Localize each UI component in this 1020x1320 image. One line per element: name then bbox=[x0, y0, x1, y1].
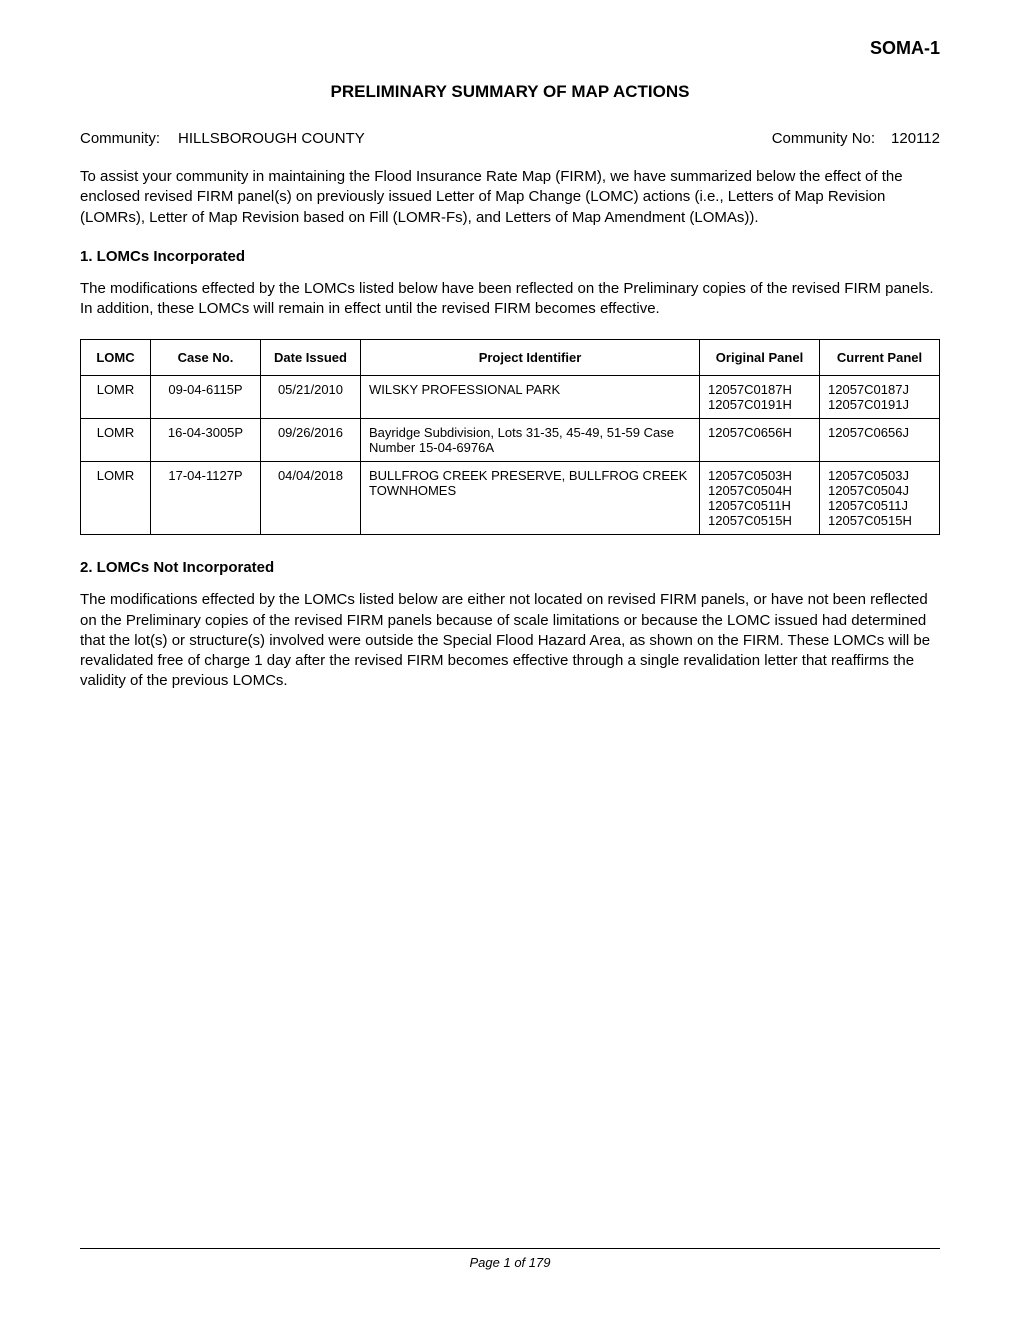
community-no-value: 120112 bbox=[891, 130, 940, 147]
panel-value: 12057C0191H bbox=[708, 397, 811, 412]
panel-value: 12057C0656H bbox=[708, 425, 811, 440]
th-date: Date Issued bbox=[261, 340, 361, 376]
cell-proj: Bayridge Subdivision, Lots 31-35, 45-49,… bbox=[361, 419, 700, 462]
panel-value: 12057C0504H bbox=[708, 483, 811, 498]
panel-value: 12057C0503H bbox=[708, 468, 811, 483]
page-footer: Page 1 of 179 bbox=[80, 1248, 940, 1270]
table-row: LOMR 09-04-6115P 05/21/2010 WILSKY PROFE… bbox=[81, 376, 940, 419]
th-case: Case No. bbox=[151, 340, 261, 376]
page-title: PRELIMINARY SUMMARY OF MAP ACTIONS bbox=[80, 82, 940, 102]
section1-paragraph: The modifications effected by the LOMCs … bbox=[80, 279, 940, 320]
section2-heading: 2. LOMCs Not Incorporated bbox=[80, 559, 940, 576]
community-row: Community: HILLSBOROUGH COUNTY Community… bbox=[80, 130, 940, 147]
table-row: LOMR 17-04-1127P 04/04/2018 BULLFROG CRE… bbox=[81, 462, 940, 535]
cell-date: 04/04/2018 bbox=[261, 462, 361, 535]
cell-case: 09-04-6115P bbox=[151, 376, 261, 419]
community-no-label: Community No: bbox=[772, 130, 875, 147]
community-label: Community: bbox=[80, 130, 160, 147]
table-row: LOMR 16-04-3005P 09/26/2016 Bayridge Sub… bbox=[81, 419, 940, 462]
table-header-row: LOMC Case No. Date Issued Project Identi… bbox=[81, 340, 940, 376]
th-lomc: LOMC bbox=[81, 340, 151, 376]
th-proj: Project Identifier bbox=[361, 340, 700, 376]
th-orig: Original Panel bbox=[700, 340, 820, 376]
cell-orig: 12057C0187H 12057C0191H bbox=[700, 376, 820, 419]
panel-value: 12057C0511J bbox=[828, 498, 931, 513]
community-name: HILLSBOROUGH COUNTY bbox=[178, 130, 772, 147]
panel-value: 12057C0515H bbox=[828, 513, 931, 528]
panel-value: 12057C0656J bbox=[828, 425, 931, 440]
intro-paragraph: To assist your community in maintaining … bbox=[80, 167, 940, 228]
panel-value: 12057C0511H bbox=[708, 498, 811, 513]
panel-value: 12057C0515H bbox=[708, 513, 811, 528]
cell-orig: 12057C0503H 12057C0504H 12057C0511H 1205… bbox=[700, 462, 820, 535]
cell-lomc: LOMR bbox=[81, 462, 151, 535]
panel-value: 12057C0187J bbox=[828, 382, 931, 397]
panel-value: 12057C0191J bbox=[828, 397, 931, 412]
cell-proj: BULLFROG CREEK PRESERVE, BULLFROG CREEK … bbox=[361, 462, 700, 535]
panel-value: 12057C0187H bbox=[708, 382, 811, 397]
cell-date: 09/26/2016 bbox=[261, 419, 361, 462]
section1-heading: 1. LOMCs Incorporated bbox=[80, 248, 940, 265]
document-code: SOMA-1 bbox=[870, 38, 940, 59]
cell-orig: 12057C0656H bbox=[700, 419, 820, 462]
cell-proj: WILSKY PROFESSIONAL PARK bbox=[361, 376, 700, 419]
panel-value: 12057C0504J bbox=[828, 483, 931, 498]
page-number: Page 1 of 179 bbox=[470, 1255, 551, 1270]
cell-curr: 12057C0656J bbox=[820, 419, 940, 462]
cell-curr: 12057C0187J 12057C0191J bbox=[820, 376, 940, 419]
cell-lomc: LOMR bbox=[81, 419, 151, 462]
cell-lomc: LOMR bbox=[81, 376, 151, 419]
section2-paragraph: The modifications effected by the LOMCs … bbox=[80, 590, 940, 691]
panel-value: 12057C0503J bbox=[828, 468, 931, 483]
lomc-table: LOMC Case No. Date Issued Project Identi… bbox=[80, 339, 940, 535]
cell-curr: 12057C0503J 12057C0504J 12057C0511J 1205… bbox=[820, 462, 940, 535]
cell-date: 05/21/2010 bbox=[261, 376, 361, 419]
cell-case: 17-04-1127P bbox=[151, 462, 261, 535]
th-curr: Current Panel bbox=[820, 340, 940, 376]
cell-case: 16-04-3005P bbox=[151, 419, 261, 462]
